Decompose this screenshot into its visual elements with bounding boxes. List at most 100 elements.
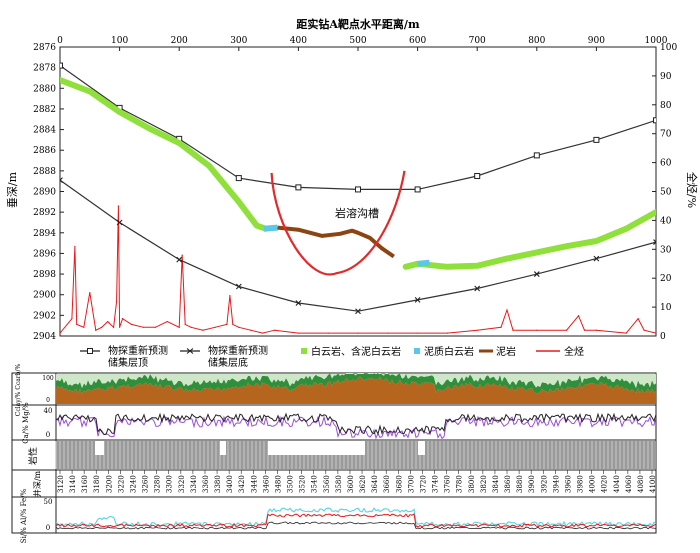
y2-tick-label: 40 [660,216,672,226]
y2-tick-label: 30 [660,245,672,255]
point-total-hydrocarbon [417,332,419,334]
depth-tick-label: 3220 [117,475,125,493]
point-total-hydrocarbon [273,329,276,331]
point-total-hydrocarbon [166,320,168,323]
y-tick-labels: 2876 2878 2880 2882 2884 2886 2888 2890 2892 2894… [33,43,56,342]
point-total-hydrocarbon [446,332,448,334]
depth-tick-label: 3800 [468,475,476,493]
point-total-hydrocarbon [184,323,186,326]
depth-tick-label: 3260 [142,475,150,493]
point-total-hydrocarbon [95,329,97,331]
point-total-hydrocarbon [506,309,508,311]
point-total-hydrocarbon [119,326,121,328]
point-total-hydrocarbon [107,320,109,323]
y-tick-label: 2876 [33,43,56,53]
depth-tick-label: 3620 [359,475,367,493]
point-total-hydrocarbon [71,318,73,320]
x-tick-label: 200 [171,36,188,46]
y2-tick-label: 80 [660,101,672,111]
point-total-hydrocarbon [500,326,502,328]
depth-tick-label: 3780 [456,475,464,493]
series-argillaceous-dolomite [263,224,430,267]
marker-reservoir-top [593,136,600,143]
karst-trough-curve [270,170,406,276]
y2-tick-labels: 0 10 20 30 40 50 60 70 80 90 100 [660,43,677,342]
point-total-hydrocarbon [202,329,204,331]
y-tick-label: 2904 [33,332,56,342]
track-label-si-al-fe: Si/% Al/% Fe/% [20,488,28,543]
depth-tick-label: 4040 [613,475,621,493]
marker-reservoir-top [533,152,540,159]
point-total-hydrocarbon [130,323,133,326]
depth-tick-label: 3760 [444,475,452,493]
legend-label-bottom-1: 物探重新预测 [208,344,268,357]
marker-reservoir-top [355,186,361,193]
depth-tick-label: 3400 [226,475,234,493]
y2-tick-label: 70 [660,130,672,140]
line-dolomite [60,77,269,232]
point-total-hydrocarbon [116,300,118,302]
point-total-hydrocarbon [226,323,228,326]
depth-tick-label: 3380 [214,475,222,493]
y-tick-label: 2886 [33,146,56,156]
line-fe [56,521,656,530]
depth-tick-label: 4060 [625,475,633,493]
point-total-hydrocarbon [117,205,120,207]
point-total-hydrocarbon [536,329,538,331]
series-dolomite [60,77,656,270]
series-reservoir-bottom [60,177,656,315]
depth-tick-label: 3140 [69,475,77,493]
marker-reservoir-top [235,175,242,182]
depth-tick-label: 3980 [577,475,585,493]
x-tick-label: 900 [588,36,605,46]
track-scale-min-2: 0 [46,431,50,439]
point-total-hydrocarbon [327,332,329,334]
point-total-hydrocarbon [214,326,216,328]
y2-tick-label: 0 [660,332,666,342]
marker-reservoir-bottom [474,285,481,292]
point-total-hydrocarbon [262,332,264,334]
series-mudstone [277,225,395,259]
y-tick-label: 2900 [33,291,56,301]
chart-title: 距实钻A靶点水平距离/m [296,17,420,31]
depth-tick-label: 3480 [274,475,282,493]
depth-tick-label: 3740 [432,475,440,493]
series-total-hydrocarbon [60,205,656,334]
marker-reservoir-bottom [235,283,242,290]
depth-tick-label: 3580 [335,475,343,493]
point-total-hydrocarbon [178,326,180,328]
x-tick-label: 0 [57,36,63,46]
point-total-hydrocarbon [625,332,627,334]
legend-label-bottom-2: 储集层底 [208,356,248,369]
depth-tick-label: 3300 [166,475,174,493]
legend-symbol-bottom-marker [186,348,194,354]
marker-reservoir-top [295,184,302,191]
line-mudstone [277,225,395,259]
legend-symbol-argillaceous [414,348,420,354]
point-total-hydrocarbon [113,326,115,328]
legend-label-mudstone: 泥岩 [496,345,516,358]
y-tick-label: 2902 [33,311,56,321]
depth-tick-label: 3640 [371,475,379,493]
depth-tick-label: 3840 [492,475,500,493]
x-tick-label: 100 [111,36,128,46]
point-total-hydrocarbon [101,326,103,328]
depth-tick-label: 4000 [589,475,597,493]
legend-symbol-top-marker [87,348,93,354]
fill-carbonate [56,376,656,404]
track-scale-min-4: 0 [46,524,50,532]
depth-tick-label: 3700 [407,475,415,493]
point-total-hydrocarbon [655,332,656,334]
depth-tick-label: 3900 [528,475,536,493]
point-total-hydrocarbon [250,329,252,331]
depth-tick-label: 3540 [311,475,319,493]
depth-tick-label: 3960 [564,475,572,493]
depth-tick-label: 3340 [190,475,198,493]
marker-reservoir-bottom [116,219,123,226]
legend-label-top-1: 物探重新预测 [108,344,168,357]
y-tick-label: 2898 [33,270,56,280]
track-depth: 3120 3140 3160 3180 3200 3220 3240 3260 3280 3300… [57,470,657,493]
y2-tick-label: 50 [660,188,672,198]
